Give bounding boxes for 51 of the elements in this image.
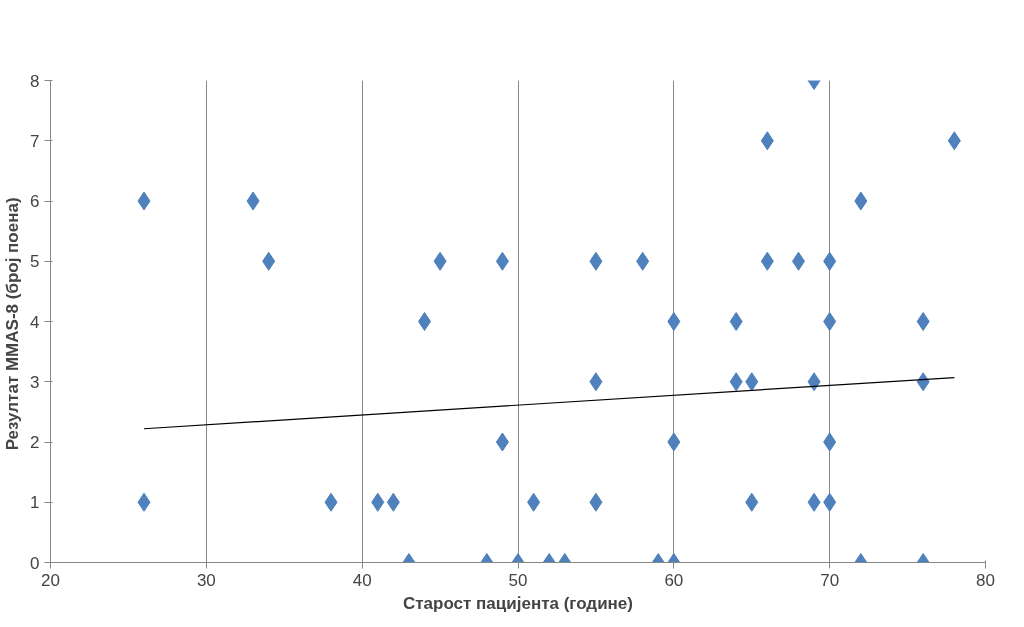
point [386, 492, 400, 512]
point [246, 191, 260, 211]
point [262, 251, 276, 271]
point [823, 432, 837, 452]
point [137, 191, 151, 211]
point [760, 251, 774, 271]
point [947, 131, 961, 151]
point [916, 312, 930, 331]
y-axis-title: Резултат MMAS-8 (број поена) [3, 197, 23, 451]
x-tick-label: 70 [820, 570, 840, 590]
point [589, 251, 603, 271]
point [729, 372, 743, 392]
y-tick-label: 3 [30, 372, 40, 392]
y-tick-label: 7 [30, 131, 40, 151]
point [823, 492, 837, 512]
point [495, 432, 509, 452]
point [324, 492, 338, 512]
point [760, 131, 774, 151]
y-tick-label: 4 [30, 312, 40, 332]
point [745, 372, 759, 392]
point [371, 492, 385, 512]
point [667, 312, 681, 331]
point [589, 492, 603, 512]
point [667, 432, 681, 452]
y-tick-label: 2 [30, 433, 40, 452]
x-tick-label: 50 [508, 570, 528, 590]
point [745, 492, 759, 512]
point [636, 251, 650, 271]
point [527, 492, 541, 512]
x-axis-title: Старост пацијента (године) [403, 593, 633, 613]
y-tick-label: 0 [30, 553, 40, 573]
x-tick-label: 30 [196, 570, 216, 590]
point [854, 191, 868, 211]
point [729, 312, 743, 331]
x-tick-label: 80 [976, 570, 995, 590]
y-tick-label: 5 [30, 252, 40, 272]
point [589, 372, 603, 392]
point [495, 251, 509, 271]
point [433, 251, 447, 271]
point [823, 251, 837, 271]
y-tick-label: 8 [30, 71, 40, 91]
point [823, 312, 837, 331]
y-tick-label: 1 [30, 493, 40, 513]
x-tick-label: 40 [352, 570, 372, 590]
y-tick-label: 6 [30, 192, 40, 211]
x-tick-label: 60 [664, 570, 684, 590]
point [807, 492, 821, 512]
point [807, 372, 821, 392]
point [137, 492, 151, 512]
x-tick-label: 20 [41, 570, 60, 590]
point [916, 372, 930, 392]
